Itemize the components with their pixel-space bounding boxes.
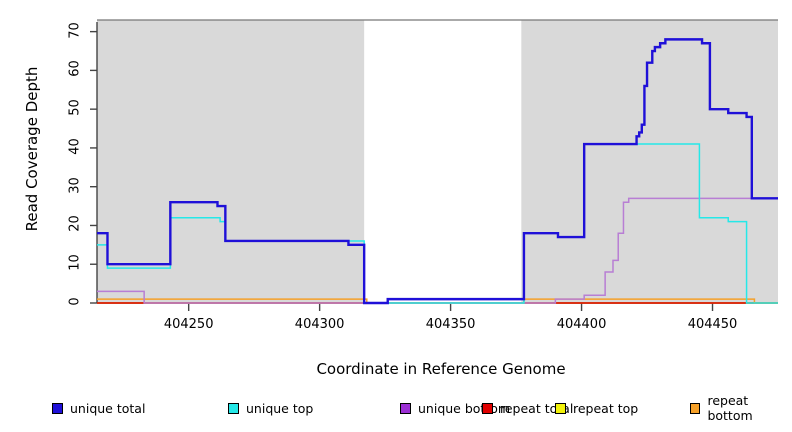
y-tick-label: 20	[67, 215, 83, 233]
y-tick-label: 30	[67, 176, 83, 194]
x-tick-label: 404300	[294, 317, 345, 332]
y-tick-label: 0	[67, 297, 83, 306]
x-tick-label: 404450	[687, 317, 738, 332]
y-axis-label: Read Coverage Depth	[23, 66, 41, 232]
legend-label: repeat bottom	[707, 393, 753, 423]
y-tick-label: 70	[67, 21, 83, 39]
x-tick-label: 404350	[425, 317, 476, 332]
chart-legend: unique total unique top unique bottom repea…	[0, 393, 792, 423]
legend-item-unique-top: unique top	[228, 399, 313, 417]
legend-swatch-icon	[482, 402, 493, 414]
legend-label: unique top	[246, 400, 314, 416]
legend-item-unique-total: unique total	[52, 399, 145, 417]
y-tick-label: 60	[67, 60, 83, 78]
legend-item-repeat-top: repeat top	[555, 399, 638, 417]
shaded-region-0	[97, 20, 365, 303]
legend-label: repeat total	[500, 400, 574, 416]
legend-swatch-icon	[52, 402, 63, 414]
legend-label: repeat top	[573, 400, 639, 416]
x-axis-label: Coordinate in Reference Genome	[316, 360, 566, 378]
y-tick-label: 40	[67, 138, 83, 155]
legend-item-repeat-total: repeat total	[482, 399, 573, 417]
legend-swatch-icon	[690, 402, 701, 414]
legend-swatch-icon	[228, 402, 239, 414]
legend-label: unique total	[70, 400, 146, 416]
x-tick-label: 404400	[556, 317, 607, 332]
shaded-region-1	[521, 20, 778, 303]
y-tick-label: 50	[67, 99, 83, 116]
x-tick-label: 404250	[163, 317, 214, 332]
legend-swatch-icon	[400, 402, 411, 414]
y-tick-label: 10	[67, 254, 83, 271]
series-line-unique-total	[97, 38, 778, 305]
legend-swatch-icon	[555, 402, 566, 414]
legend-item-repeat-bottom: repeat bottom	[690, 393, 792, 423]
